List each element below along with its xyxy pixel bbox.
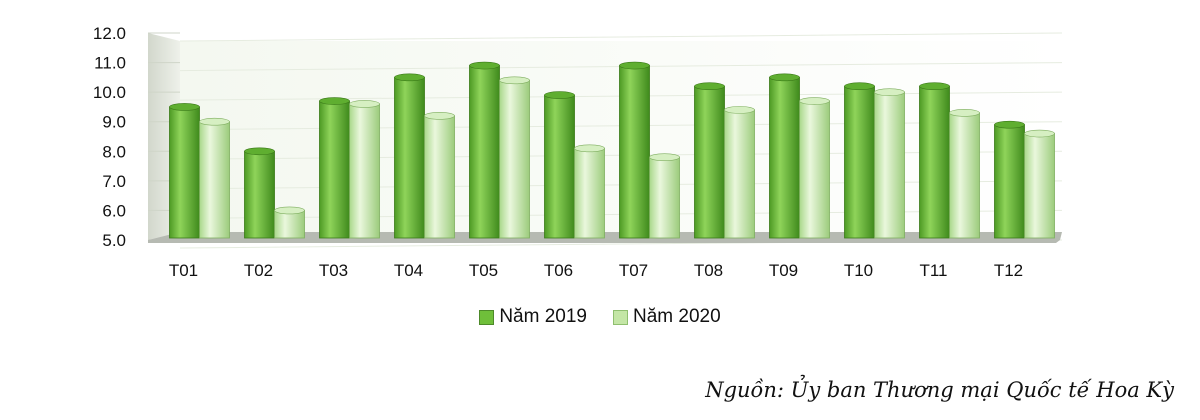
- bar-2019: [994, 124, 1025, 239]
- x-tick-label: T11: [919, 261, 947, 280]
- x-tick-label: T12: [994, 261, 1023, 280]
- bar-2019: [319, 100, 350, 239]
- bar-2020: [799, 100, 830, 239]
- bar-2019: [619, 65, 650, 239]
- y-tick-label: 6.0: [102, 201, 126, 220]
- bar-2019: [694, 85, 725, 239]
- source-note: Nguồn: Ủy ban Thương mại Quốc tế Hoa Kỳ: [705, 378, 1174, 402]
- bar-2020: [424, 115, 455, 239]
- legend-label-2020: Năm 2020: [633, 306, 721, 327]
- x-tick-label: T07: [619, 261, 648, 280]
- y-tick-label: 12.0: [93, 24, 126, 43]
- bar-top-2020: [649, 153, 680, 161]
- bar-2020: [274, 210, 305, 239]
- legend-label-2019: Năm 2019: [499, 306, 587, 327]
- bar-top-2019: [244, 147, 275, 156]
- legend-item-2020: Năm 2020: [613, 306, 721, 328]
- bar-2020: [574, 147, 605, 239]
- bar-top-2019: [544, 91, 575, 99]
- bar-top-2019: [919, 82, 950, 91]
- bar-top-2019: [319, 97, 350, 105]
- bar-top-2019: [394, 73, 425, 82]
- bar-top-2019: [694, 82, 725, 91]
- bar-top-2020: [799, 97, 830, 105]
- bar-top-2019: [769, 73, 800, 82]
- bar-top-2020: [724, 106, 755, 114]
- bar-top-2019: [619, 61, 650, 70]
- y-tick-label: 10.0: [93, 83, 126, 102]
- bar-top-2020: [199, 117, 230, 126]
- x-tick-label: T05: [469, 261, 498, 280]
- bar-top-2019: [169, 103, 200, 111]
- y-tick-label: 5.0: [102, 231, 126, 250]
- bar-top-2020: [574, 144, 605, 153]
- legend: Năm 2019 Năm 2020: [0, 306, 1200, 328]
- bar-2019: [244, 150, 275, 239]
- bar-2020: [1024, 133, 1055, 239]
- bar-top-2020: [499, 76, 530, 85]
- bar-top-2020: [274, 206, 305, 215]
- x-tick-label: T03: [319, 261, 348, 280]
- y-tick-label: 9.0: [102, 113, 126, 132]
- bar-2019: [394, 76, 425, 239]
- gridline: [179, 32, 1063, 42]
- bar-2020: [874, 91, 905, 239]
- bar-top-2020: [1024, 129, 1055, 138]
- bar-2019: [169, 106, 200, 239]
- bar-top-2020: [424, 112, 455, 120]
- bar-2019: [544, 94, 575, 239]
- bar-top-2019: [994, 120, 1025, 129]
- y-tick-label: 8.0: [102, 142, 126, 161]
- bar-2019: [844, 85, 875, 239]
- x-tick-label: T06: [544, 261, 573, 280]
- bar-2020: [724, 109, 755, 239]
- bar-top-2020: [349, 100, 380, 108]
- bar-2020: [649, 156, 680, 239]
- bar-top-2019: [469, 61, 500, 70]
- bar-2020: [499, 79, 530, 239]
- bar-2020: [199, 121, 230, 239]
- x-tick-label: T04: [394, 261, 423, 280]
- bar-chart-svg: 5.0 6.0 7.0 8.0 9.0 10.0 11.0 12.0 T01 T02 T03 T04 T…: [93, 24, 1063, 280]
- legend-swatch-2020: [613, 309, 628, 325]
- x-tick-label: T10: [844, 261, 873, 280]
- x-tick-label: T02: [244, 261, 273, 280]
- bar-top-2020: [874, 88, 905, 96]
- bar-2019: [469, 65, 500, 239]
- bar-top-2019: [844, 82, 875, 91]
- bar-2019: [769, 76, 800, 239]
- x-tick-label: T09: [769, 261, 798, 280]
- bar-top-2020: [949, 109, 980, 117]
- bar-2020: [349, 103, 380, 239]
- bar-2020: [949, 112, 980, 239]
- x-tick-label: T01: [169, 261, 198, 280]
- y-tick-label: 7.0: [102, 172, 126, 191]
- x-tick-label: T08: [694, 261, 723, 280]
- legend-swatch-2019: [479, 309, 495, 325]
- bar-2019: [919, 85, 950, 239]
- y-tick-label: 11.0: [94, 54, 126, 73]
- legend-item-2019: Năm 2019: [479, 306, 587, 328]
